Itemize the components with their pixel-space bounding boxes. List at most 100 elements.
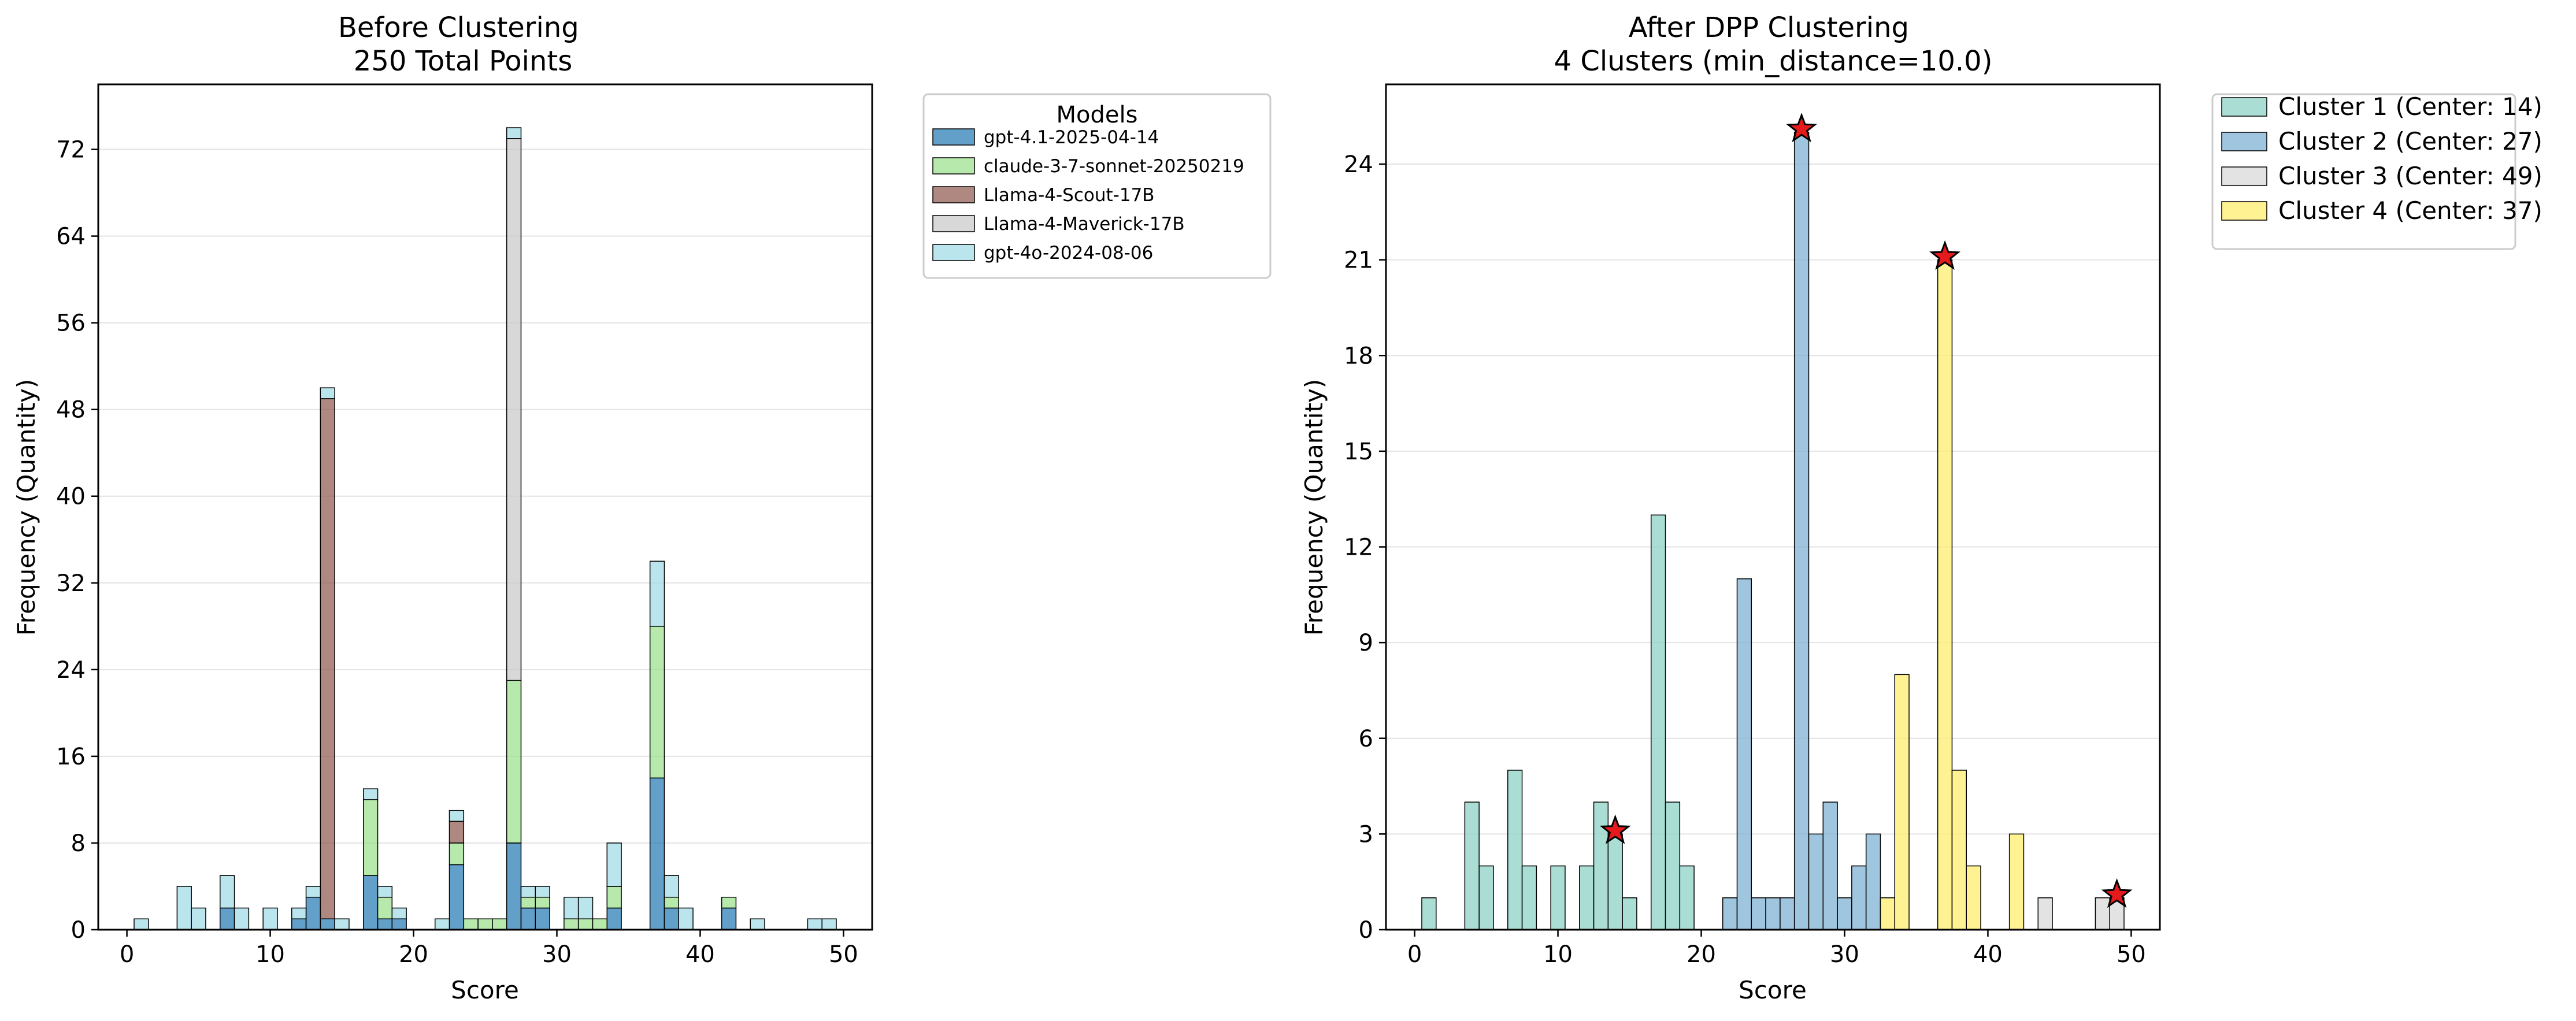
bar [176, 886, 192, 930]
bar [1951, 770, 1967, 930]
y-tick-label: 16 [56, 744, 86, 770]
bar [1780, 897, 1795, 930]
x-tick-label: 20 [399, 941, 428, 968]
chart-title-line: After DPP Clustering [1629, 12, 1909, 44]
bar [506, 127, 522, 139]
legend-label: Cluster 2 (Center: 27) [2278, 127, 2542, 155]
bar [362, 875, 379, 930]
bar [305, 886, 321, 898]
y-tick-label: 56 [56, 310, 86, 337]
y-axis-label: Frequency (Quantity) [1300, 379, 1328, 636]
legend-label: gpt-4.1-2025-04-14 [984, 127, 1159, 148]
legend-label: Cluster 3 (Center: 49) [2278, 162, 2542, 190]
legend-swatch [932, 186, 975, 203]
bar [291, 907, 307, 919]
bar [1550, 865, 1566, 930]
bar [520, 886, 536, 898]
bar [220, 907, 235, 930]
bar [1579, 865, 1595, 930]
legend-label: Llama-4-Maverick-17B [984, 214, 1185, 235]
bar [1793, 132, 1810, 930]
y-tick-label: 3 [1359, 821, 1373, 848]
bar [664, 896, 680, 909]
bar [1808, 833, 1824, 930]
bar [1822, 801, 1838, 930]
x-tick-label: 30 [1830, 941, 1859, 968]
bar [1478, 865, 1494, 930]
x-tick-label: 40 [685, 941, 715, 968]
bar [2037, 897, 2053, 930]
bar [1593, 801, 1609, 930]
legend-swatch [932, 128, 975, 146]
chart-title-line: Before Clustering [338, 12, 579, 44]
bar [535, 896, 550, 909]
legend-swatch [2221, 166, 2267, 186]
bar [320, 387, 335, 399]
bar [592, 918, 608, 930]
bar [649, 777, 665, 930]
y-tick-label: 6 [1359, 726, 1373, 752]
x-tick-label: 0 [1407, 941, 1422, 968]
bar [191, 907, 206, 930]
x-tick-label: 10 [1543, 941, 1573, 968]
legend-swatch [2221, 132, 2267, 151]
bar [664, 907, 680, 930]
x-tick-label: 10 [255, 941, 285, 968]
bars [1421, 132, 2125, 930]
legend-swatch [2221, 97, 2267, 117]
bar [362, 788, 379, 800]
bar [434, 918, 450, 930]
bar [1650, 514, 1666, 930]
bar [220, 875, 235, 909]
cluster-center-markers [1599, 112, 2133, 908]
legend-items: gpt-4.1-2025-04-14 claude-3-7-sonnet-2025… [932, 127, 1244, 263]
legend-label: Llama-4-Scout-17B [984, 185, 1155, 206]
bar [649, 626, 665, 779]
bar [334, 918, 350, 930]
bar [463, 918, 479, 930]
y-tick-label: 24 [1344, 151, 1373, 178]
bar [577, 918, 594, 930]
bar [449, 842, 465, 866]
x-tick-label: 0 [120, 941, 134, 968]
legend-box [922, 93, 1272, 279]
bar [1880, 897, 1896, 930]
legend-swatch [932, 215, 975, 232]
bar [391, 918, 407, 930]
chart-title-line: 4 Clusters (min_distance=10.0) [1554, 45, 1993, 77]
legend: Models gpt-4.1-2025-04-14 claude-3-7-sonn… [922, 93, 1272, 279]
bar [535, 907, 550, 930]
bar [1421, 897, 1437, 930]
y-axis-ticks: 0 8 16 24 32 40 48 56 64 72 [56, 137, 98, 944]
legend-swatch [932, 244, 975, 261]
bar [377, 886, 393, 898]
bar [2095, 897, 2110, 930]
bar [678, 907, 694, 930]
bar [377, 918, 393, 930]
cluster-center-star [1786, 112, 1818, 143]
x-tick-label: 50 [2117, 941, 2146, 968]
bar [606, 842, 622, 887]
bar [1966, 865, 1981, 930]
bar [305, 896, 321, 930]
bars [134, 127, 837, 930]
bar [564, 896, 579, 919]
bar [606, 907, 622, 930]
bar [449, 820, 465, 844]
gridlines [98, 148, 872, 844]
bar [2008, 833, 2025, 930]
x-axis-label: Score [451, 976, 519, 1004]
plot-frame [1385, 83, 2161, 931]
before-clustering-chart: Before Clustering 250 Total Points 0 10 20… [12, 12, 1272, 1004]
y-tick-label: 64 [56, 224, 86, 250]
bar [506, 680, 522, 844]
y-tick-label: 15 [1344, 439, 1373, 465]
legend-title: Models [1057, 102, 1138, 128]
bar [377, 896, 393, 919]
y-tick-label: 24 [56, 657, 86, 684]
bar [535, 886, 550, 898]
chart-title: Before Clustering 250 Total Points [338, 12, 588, 77]
bar [262, 907, 278, 930]
bar [1894, 674, 1910, 930]
